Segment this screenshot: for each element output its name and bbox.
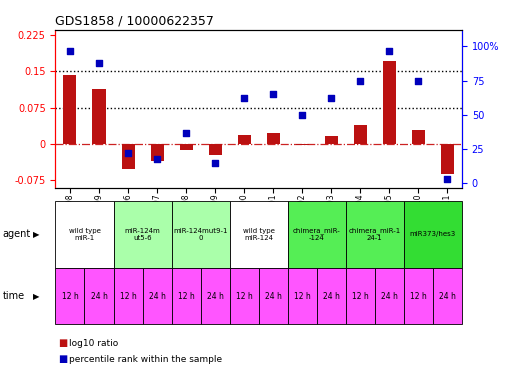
Point bbox=[182, 130, 191, 136]
Text: 24 h: 24 h bbox=[439, 292, 456, 301]
Bar bbox=[121, 144, 135, 169]
Point bbox=[65, 48, 74, 54]
Text: chimera_miR-1
24-1: chimera_miR-1 24-1 bbox=[349, 228, 401, 241]
Point bbox=[356, 78, 364, 84]
Bar bbox=[238, 135, 251, 144]
Point bbox=[269, 92, 278, 98]
Point bbox=[153, 156, 162, 162]
Text: 12 h: 12 h bbox=[236, 292, 252, 301]
Text: GDS1858 / 10000622357: GDS1858 / 10000622357 bbox=[55, 15, 214, 28]
Text: ▶: ▶ bbox=[33, 230, 40, 239]
Text: 12 h: 12 h bbox=[120, 292, 136, 301]
Text: 24 h: 24 h bbox=[381, 292, 398, 301]
Text: 12 h: 12 h bbox=[352, 292, 369, 301]
Text: ■: ■ bbox=[58, 354, 68, 364]
Bar bbox=[209, 144, 222, 154]
Point bbox=[414, 78, 422, 84]
Text: percentile rank within the sample: percentile rank within the sample bbox=[69, 355, 222, 364]
Bar bbox=[63, 75, 77, 144]
Point bbox=[385, 48, 393, 54]
Bar bbox=[92, 89, 106, 144]
Point bbox=[327, 96, 336, 102]
Point bbox=[95, 60, 103, 66]
Bar bbox=[150, 144, 164, 161]
Bar bbox=[296, 144, 309, 146]
Point bbox=[124, 150, 132, 156]
Text: agent: agent bbox=[3, 230, 31, 239]
Point bbox=[298, 112, 306, 118]
Bar bbox=[267, 133, 280, 144]
Text: 24 h: 24 h bbox=[207, 292, 223, 301]
Text: wild type
miR-124: wild type miR-124 bbox=[243, 228, 275, 241]
Point bbox=[240, 96, 248, 102]
Text: log10 ratio: log10 ratio bbox=[69, 339, 118, 348]
Text: 24 h: 24 h bbox=[149, 292, 165, 301]
Text: 12 h: 12 h bbox=[62, 292, 78, 301]
Text: 12 h: 12 h bbox=[178, 292, 194, 301]
Bar bbox=[383, 62, 396, 144]
Bar bbox=[180, 144, 193, 150]
Text: 24 h: 24 h bbox=[265, 292, 281, 301]
Text: 24 h: 24 h bbox=[91, 292, 107, 301]
Bar bbox=[354, 126, 367, 144]
Text: time: time bbox=[3, 291, 25, 301]
Text: miR-124mut9-1
0: miR-124mut9-1 0 bbox=[173, 228, 228, 241]
Text: miR373/hes3: miR373/hes3 bbox=[410, 231, 456, 237]
Text: wild type
miR-1: wild type miR-1 bbox=[69, 228, 100, 241]
Text: miR-124m
ut5-6: miR-124m ut5-6 bbox=[125, 228, 161, 241]
Point bbox=[211, 160, 220, 166]
Text: chimera_miR-
-124: chimera_miR- -124 bbox=[293, 228, 341, 241]
Bar bbox=[325, 136, 338, 144]
Bar bbox=[412, 130, 425, 144]
Bar bbox=[441, 144, 454, 174]
Text: ■: ■ bbox=[58, 338, 68, 348]
Text: 12 h: 12 h bbox=[410, 292, 427, 301]
Text: ▶: ▶ bbox=[33, 292, 40, 301]
Text: 12 h: 12 h bbox=[294, 292, 310, 301]
Point bbox=[443, 176, 451, 182]
Text: 24 h: 24 h bbox=[323, 292, 340, 301]
